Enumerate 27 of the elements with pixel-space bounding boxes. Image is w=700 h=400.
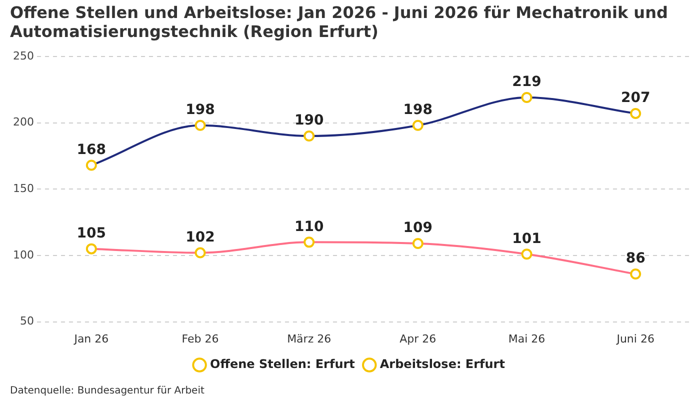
x-tick-label: Apr 26: [400, 332, 436, 346]
data-label: 86: [626, 250, 646, 267]
data-label: 109: [403, 220, 433, 236]
data-label: 207: [620, 90, 650, 106]
y-tick-label: 200: [12, 116, 34, 129]
x-tick-label: Feb 26: [182, 332, 219, 346]
y-tick-label: 150: [12, 182, 34, 195]
data-label: 198: [403, 102, 433, 118]
data-label: 219: [512, 74, 542, 90]
y-tick-label: 250: [12, 49, 34, 62]
x-tick-label: Juni 26: [616, 332, 654, 346]
data-label: 101: [512, 230, 542, 247]
x-tick-label: März 26: [287, 332, 332, 346]
x-tick-label: Mai 26: [508, 332, 546, 346]
y-tick-label: 50: [20, 314, 34, 328]
data-label: 190: [294, 112, 324, 129]
data-label: 102: [186, 229, 215, 246]
legend-label: Offene Stellen: Erfurt: [210, 357, 356, 372]
data-label: 105: [76, 225, 106, 242]
text: Datenquelle: Bundesagentur für Arbeit: [10, 386, 204, 397]
legend-label: Arbeitslose: Erfurt: [380, 357, 506, 372]
data-label: 110: [294, 218, 324, 235]
x-tick-label: Jan 26: [73, 332, 109, 346]
y-tick-label: 100: [12, 248, 34, 262]
data-label: 168: [76, 142, 106, 158]
data-label: 198: [186, 102, 215, 118]
chart-title: Offene Stellen und Arbeitslose: Jan 2026 - Juni 2026 für Mechatronik und Automatisierungstechnik (Region Erfurt): [10, 2, 668, 41]
